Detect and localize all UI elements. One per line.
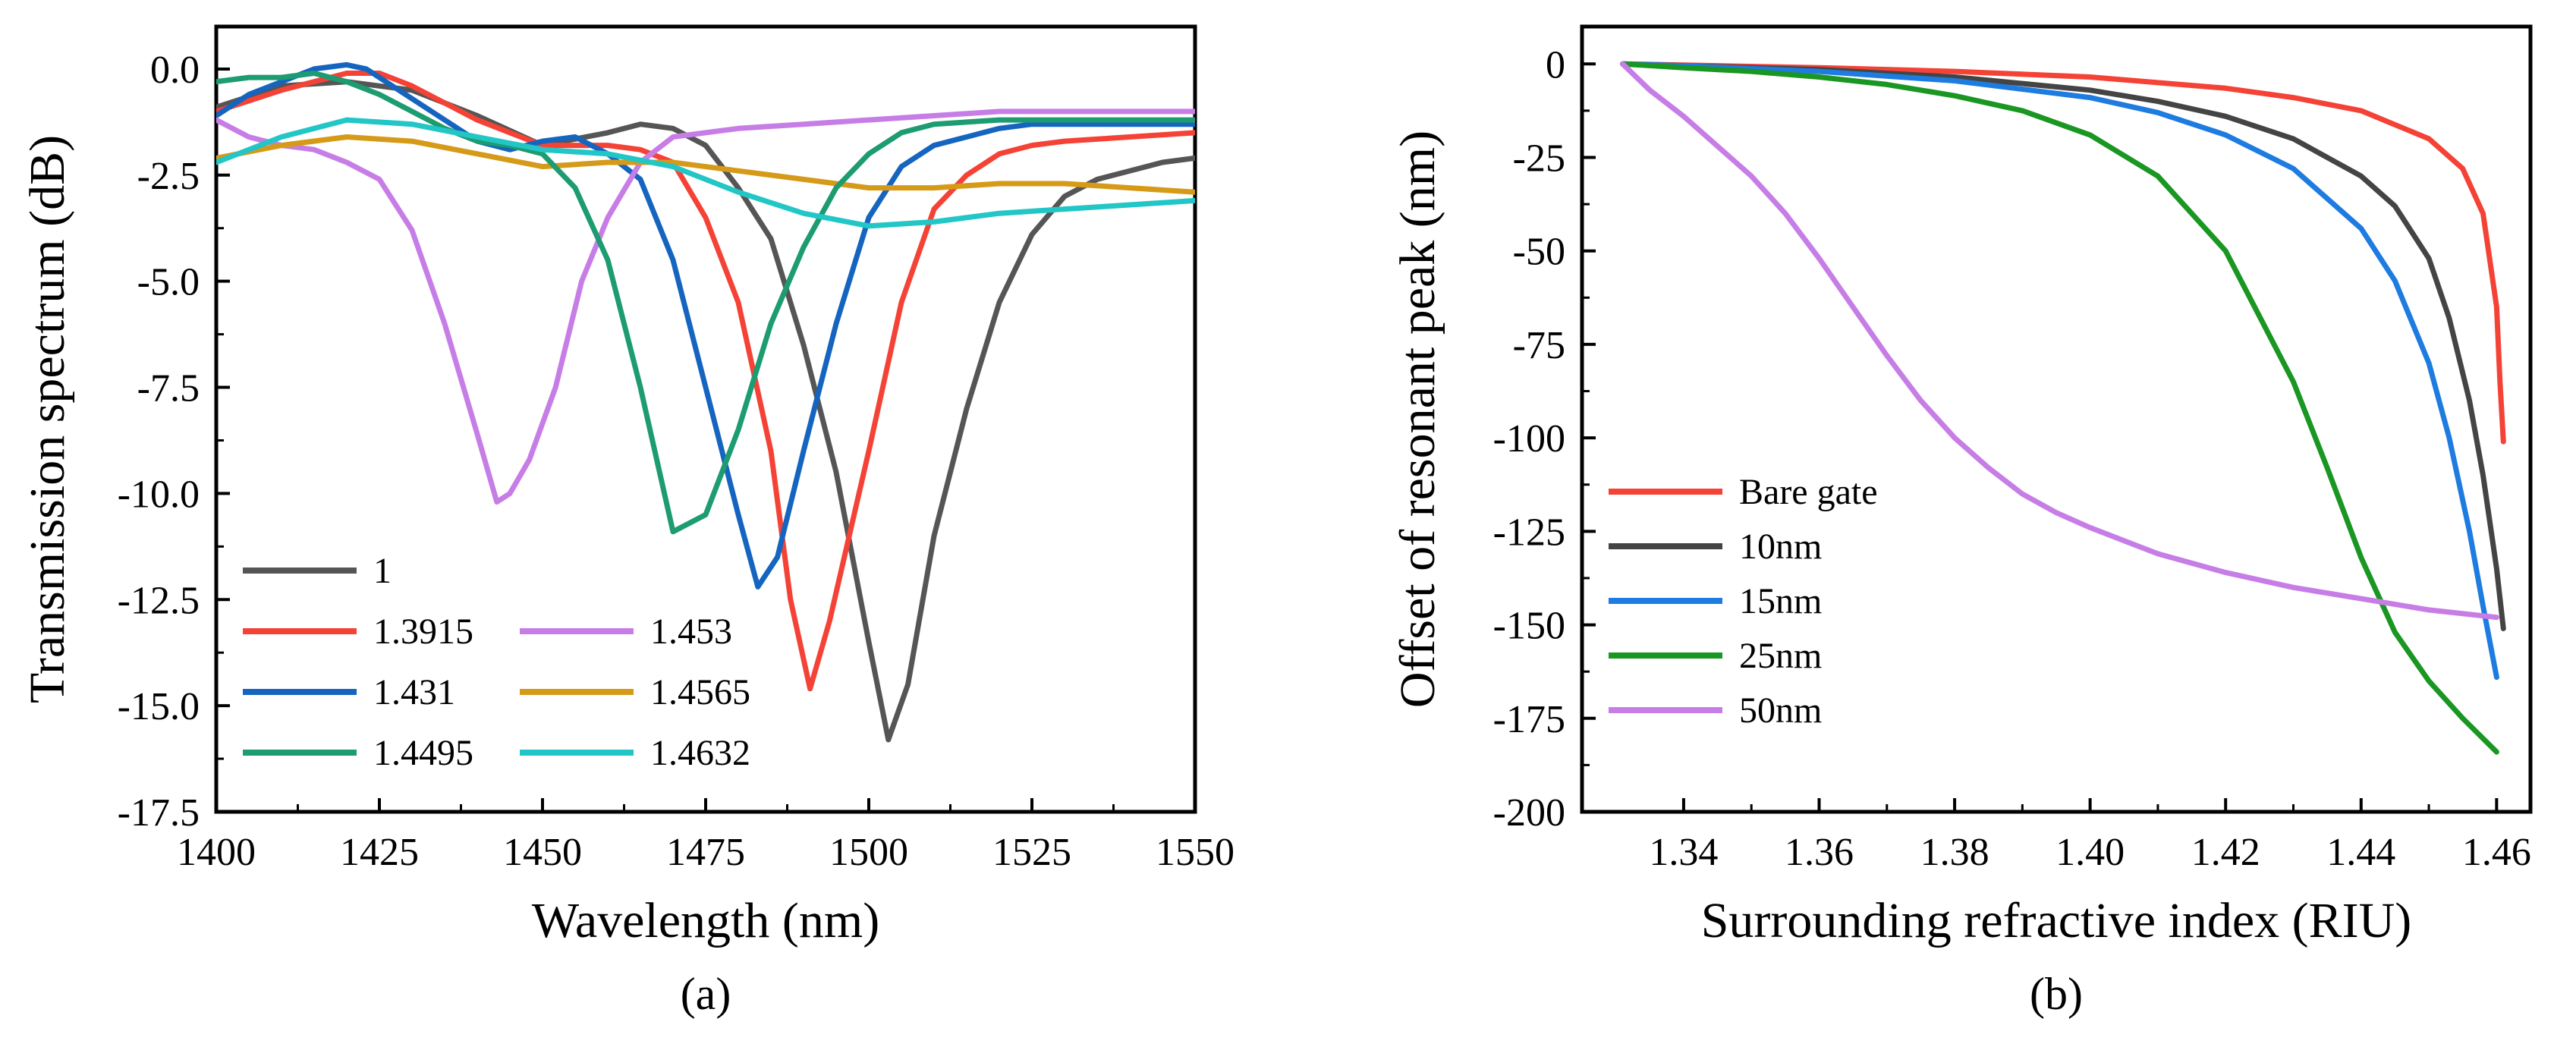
y-tick-label: -17.5 [118, 791, 200, 835]
series-line-1-4495 [216, 71, 1195, 535]
series-line-1-453 [216, 108, 1195, 505]
series-line-1-3915 [216, 71, 1195, 692]
y-tick-label: 0 [1546, 43, 1565, 86]
y-axis-title: Offset of resonant peak (nm) [1390, 130, 1445, 708]
legend-label: 1.431 [373, 672, 455, 712]
x-tick-label: 1.34 [1649, 831, 1718, 874]
y-tick-label: -2.5 [137, 155, 200, 198]
y-tick-label: -75 [1513, 324, 1565, 367]
x-axis-title: Surrounding refractive index (RIU) [1701, 893, 2412, 948]
x-tick-label: 1.46 [2462, 831, 2531, 874]
series-line-1-431 [216, 61, 1195, 590]
y-tick-label: -15.0 [118, 685, 200, 728]
x-tick-label: 1475 [666, 831, 745, 874]
legend-label: 25nm [1739, 636, 1822, 676]
y-tick-label: 0.0 [150, 49, 200, 92]
y-tick-label: -10.0 [118, 473, 200, 516]
y-tick-label: -12.5 [118, 579, 200, 622]
x-tick-label: 1.40 [2055, 831, 2125, 874]
series-line-15nm [1620, 61, 2499, 681]
y-tick-label: -200 [1493, 791, 1565, 835]
y-tick-label: -25 [1513, 137, 1565, 181]
series-line-50nm [1620, 61, 2499, 621]
series-line-1 [216, 79, 1195, 743]
x-tick-label: 1.38 [1920, 831, 1989, 874]
y-tick-label: -175 [1493, 698, 1565, 741]
x-tick-label: 1450 [503, 831, 582, 874]
series-line-25nm [1620, 61, 2499, 755]
legend-label: Bare gate [1739, 472, 1878, 512]
plot-frame [1580, 24, 2533, 814]
x-tick-label: 1.36 [1785, 831, 1854, 874]
series-line-Bare-gate [1620, 61, 2506, 445]
legend-label: 15nm [1739, 581, 1822, 621]
series-line-10nm [1620, 61, 2506, 631]
legend-label: 1.4495 [373, 733, 473, 773]
y-tick-label: -50 [1513, 231, 1565, 274]
y-tick-label: -7.5 [137, 367, 200, 410]
legend-label: 1.453 [650, 612, 732, 652]
x-tick-label: 1.42 [2191, 831, 2260, 874]
x-axis-title: Wavelength (nm) [532, 893, 879, 948]
legend-label: 10nm [1739, 527, 1822, 567]
panel-b: 1.34 1.36 1.38 1.40 1.42 1.44 1.46 0 -25 -50 -75 -1… [1390, 24, 2533, 1019]
legend-label: 50nm [1739, 690, 1822, 731]
legend-label: 1.3915 [373, 612, 473, 652]
panel-label: (b) [2030, 969, 2083, 1019]
legend-label: 1.4565 [650, 672, 750, 712]
panel-a: 1400 1425 1450 1475 1500 1525 1550 0.0 -2.5 -5.0 -… [20, 24, 1235, 1019]
legend-label: 1.4632 [650, 733, 750, 773]
y-axis-title: Transmission spectrum (dB) [20, 135, 75, 703]
series-line-1-4632 [216, 117, 1195, 229]
series-line-1-4565 [216, 134, 1195, 195]
x-tick-label: 1525 [992, 831, 1071, 874]
x-tick-label: 1500 [829, 831, 908, 874]
x-tick-label: 1550 [1156, 831, 1235, 874]
legend-label: 1 [373, 551, 392, 591]
y-tick-label: -5.0 [137, 261, 200, 304]
y-tick-label: -150 [1493, 605, 1565, 648]
y-tick-label: -125 [1493, 511, 1565, 554]
x-tick-label: 1.44 [2326, 831, 2395, 874]
x-tick-label: 1400 [177, 831, 256, 874]
x-tick-label: 1425 [340, 831, 419, 874]
y-tick-label: -100 [1493, 417, 1565, 461]
panel-label: (a) [681, 969, 731, 1019]
